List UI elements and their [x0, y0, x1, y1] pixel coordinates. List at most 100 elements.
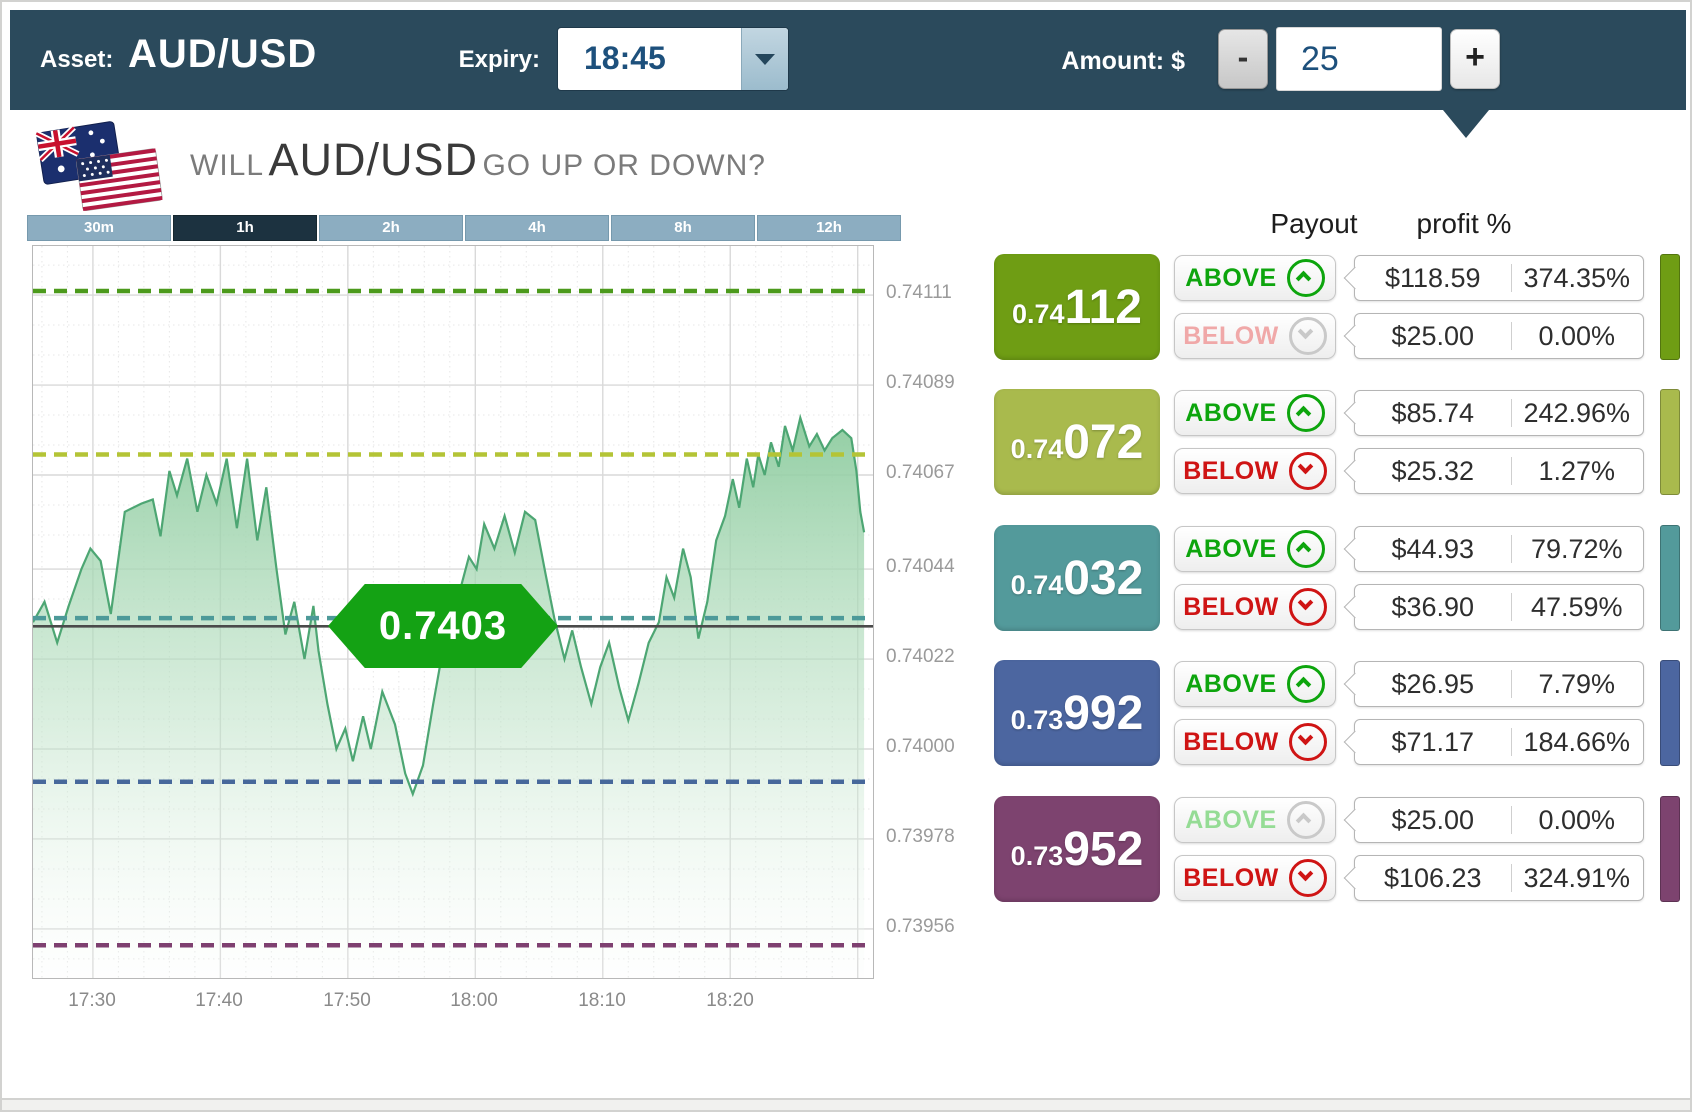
- above-button[interactable]: ABOVE: [1174, 255, 1336, 301]
- strike-badge: 0.73 992: [994, 660, 1160, 766]
- question-prefix: WILL: [190, 149, 265, 182]
- profit-value: 242.96%: [1523, 397, 1631, 428]
- profit-value: 79.72%: [1530, 533, 1623, 564]
- x-axis-tick: 18:00: [450, 990, 498, 1011]
- tab-1h[interactable]: 1h: [173, 215, 317, 241]
- profit-value: 0.00%: [1538, 804, 1616, 835]
- arrow-up-circle-icon: [1286, 394, 1325, 432]
- expiry-dropdown-zone[interactable]: [741, 28, 788, 90]
- above-label: ABOVE: [1185, 534, 1277, 563]
- tab-30m[interactable]: 30m: [27, 215, 171, 241]
- above-button[interactable]: ABOVE: [1174, 526, 1336, 572]
- x-axis-tick: 17:50: [323, 990, 371, 1011]
- amount-decrease-button[interactable]: -: [1218, 29, 1268, 89]
- amount-input[interactable]: [1276, 27, 1442, 91]
- tab-2h[interactable]: 2h: [319, 215, 463, 241]
- strike-main: 112: [1064, 280, 1142, 334]
- y-axis-tick: 0.74000: [886, 736, 955, 757]
- payout-value: $85.74: [1391, 397, 1475, 428]
- below-button[interactable]: BELOW: [1174, 313, 1336, 359]
- amount-increase-button[interactable]: +: [1450, 29, 1500, 89]
- question-asset: AUD/USD: [268, 134, 479, 185]
- arrow-up-circle-icon: [1286, 259, 1325, 297]
- y-axis-tick: 0.74044: [886, 556, 955, 577]
- profit-value: 374.35%: [1523, 262, 1631, 293]
- above-label: ABOVE: [1185, 263, 1277, 292]
- payout-value: $25.00: [1391, 320, 1475, 351]
- payout-box: $71.17 184.66%: [1354, 719, 1644, 765]
- arrow-up-circle-icon: [1286, 530, 1325, 568]
- tab-8h[interactable]: 8h: [611, 215, 755, 241]
- timeframe-tabs: 30m 1h 2h 4h 8h 12h: [27, 215, 901, 241]
- below-button[interactable]: BELOW: [1174, 584, 1336, 630]
- strike-prefix: 0.74: [1010, 433, 1064, 464]
- above-label: ABOVE: [1185, 805, 1277, 834]
- strike-badge: 0.74 032: [994, 525, 1160, 631]
- header-pointer-arrow: [1443, 110, 1489, 138]
- below-label: BELOW: [1183, 592, 1279, 621]
- question-suffix: GO UP OR DOWN?: [482, 149, 766, 182]
- above-button[interactable]: ABOVE: [1174, 797, 1336, 843]
- above-label: ABOVE: [1185, 669, 1277, 698]
- payout-value: $71.17: [1391, 726, 1475, 757]
- below-button[interactable]: BELOW: [1174, 855, 1336, 901]
- payout-box: $106.23 324.91%: [1354, 855, 1644, 901]
- strike-color-bar: [1660, 389, 1680, 495]
- payout-value: $36.90: [1391, 591, 1475, 622]
- profit-value: 47.59%: [1530, 591, 1623, 622]
- price-area-chart: [32, 246, 873, 978]
- profit-value: 324.91%: [1523, 862, 1631, 893]
- current-price-marker: 0.7403: [328, 584, 558, 668]
- y-axis-tick: 0.73956: [886, 916, 955, 937]
- asset-label: Asset:: [40, 46, 114, 73]
- tab-4h[interactable]: 4h: [465, 215, 609, 241]
- payout-box: $25.00 0.00%: [1354, 313, 1644, 359]
- strike-color-bar: [1660, 796, 1680, 902]
- below-button[interactable]: BELOW: [1174, 719, 1336, 765]
- payout-column-header: Payout: [1270, 208, 1358, 239]
- asset-value: AUD/USD: [128, 32, 318, 76]
- strike-main: 992: [1063, 686, 1144, 740]
- payout-value: $44.93: [1391, 533, 1475, 564]
- payout-value: $106.23: [1383, 862, 1482, 893]
- strike-prefix: 0.73: [1010, 840, 1064, 871]
- aud-usd-flags-icon: [32, 114, 177, 217]
- bottom-divider: [2, 1098, 1690, 1110]
- payout-value: $25.32: [1391, 455, 1475, 486]
- payout-box: $25.32 1.27%: [1354, 448, 1644, 494]
- above-button[interactable]: ABOVE: [1174, 390, 1336, 436]
- above-button[interactable]: ABOVE: [1174, 661, 1336, 707]
- expiry-label: Expiry:: [458, 46, 540, 73]
- header-bar: Asset: AUD/USD Expiry: 18:45 Amount: $ -…: [10, 10, 1686, 110]
- strike-main: 952: [1063, 822, 1144, 876]
- payout-box: $85.74 242.96%: [1354, 390, 1644, 436]
- profit-value: 0.00%: [1538, 320, 1616, 351]
- below-label: BELOW: [1183, 321, 1279, 350]
- arrow-down-circle-icon: [1288, 317, 1327, 355]
- profit-value: 7.79%: [1538, 668, 1616, 699]
- arrow-down-circle-icon: [1288, 588, 1327, 626]
- x-axis-tick: 18:20: [706, 990, 754, 1011]
- strike-color-bar: [1660, 254, 1680, 360]
- payout-value: $118.59: [1384, 262, 1481, 293]
- strike-badge: 0.74 112: [994, 254, 1160, 360]
- below-button[interactable]: BELOW: [1174, 448, 1336, 494]
- payout-value: $25.00: [1391, 804, 1475, 835]
- payout-value: $26.95: [1391, 668, 1475, 699]
- x-axis-tick: 18:10: [578, 990, 626, 1011]
- arrow-up-circle-icon: [1286, 801, 1325, 839]
- arrow-down-circle-icon: [1288, 452, 1327, 490]
- profit-value: 184.66%: [1523, 726, 1631, 757]
- strike-color-bar: [1660, 660, 1680, 766]
- chevron-down-icon: [755, 54, 775, 65]
- current-price-value: 0.7403: [378, 603, 508, 648]
- below-label: BELOW: [1183, 456, 1279, 485]
- below-label: BELOW: [1183, 727, 1279, 756]
- page-title: WILL AUD/USD GO UP OR DOWN?: [190, 134, 766, 186]
- arrow-up-circle-icon: [1286, 665, 1325, 703]
- payout-box: $44.93 79.72%: [1354, 526, 1644, 572]
- expiry-select[interactable]: 18:45: [557, 27, 789, 91]
- tab-12h[interactable]: 12h: [757, 215, 901, 241]
- payout-box: $118.59 374.35%: [1354, 255, 1644, 301]
